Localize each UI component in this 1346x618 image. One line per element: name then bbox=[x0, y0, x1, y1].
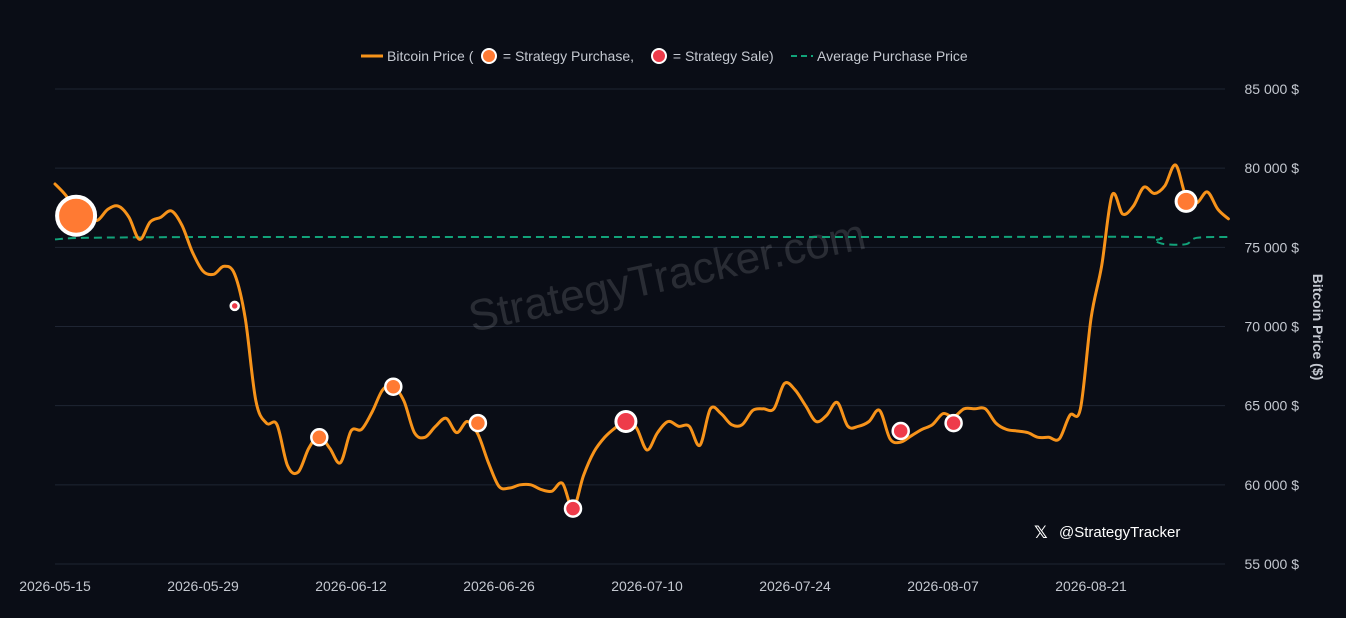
purchase-marker[interactable] bbox=[468, 413, 488, 433]
x-logo-icon: 𝕏 bbox=[1034, 523, 1048, 543]
y-tick-label: 70 000 $ bbox=[1245, 319, 1300, 335]
y-axis-title: Bitcoin Price ($) bbox=[1310, 274, 1326, 381]
sale-marker[interactable] bbox=[229, 300, 240, 312]
purchase-marker[interactable] bbox=[310, 428, 329, 447]
sale-marker[interactable] bbox=[563, 499, 583, 518]
legend-average-label: Average Purchase Price bbox=[817, 48, 968, 64]
sale-marker[interactable] bbox=[944, 413, 963, 433]
twitter-handle[interactable]: @StrategyTracker bbox=[1059, 524, 1180, 541]
sale-marker[interactable] bbox=[891, 421, 910, 441]
x-tick-label: 2026-08-07 bbox=[907, 578, 979, 594]
x-tick-label: 2026-07-10 bbox=[611, 578, 683, 594]
bitcoin-price-line bbox=[53, 163, 1230, 511]
x-tick-label: 2026-07-24 bbox=[759, 578, 831, 594]
x-tick-label: 2026-06-12 bbox=[315, 578, 387, 594]
y-tick-label: 80 000 $ bbox=[1245, 160, 1300, 176]
y-tick-label: 65 000 $ bbox=[1245, 398, 1300, 414]
x-axis-ticks: 2026-05-15 2026-05-29 2026-06-12 2026-06-26… bbox=[19, 578, 1127, 594]
strategy-events bbox=[55, 189, 1198, 518]
legend-sale-label: = Strategy Sale) bbox=[669, 48, 774, 64]
legend-purchase-dot bbox=[481, 48, 497, 64]
purchase-marker[interactable] bbox=[55, 194, 98, 237]
sale-marker[interactable] bbox=[614, 410, 638, 433]
y-tick-label: 60 000 $ bbox=[1245, 477, 1300, 493]
watermark: StrategyTracker.com bbox=[464, 210, 870, 342]
branding[interactable]: 𝕏 @StrategyTracker bbox=[1034, 523, 1180, 543]
y-tick-label: 85 000 $ bbox=[1245, 81, 1300, 97]
x-tick-label: 2026-08-21 bbox=[1055, 578, 1127, 594]
purchase-marker[interactable] bbox=[1174, 189, 1198, 213]
purchase-marker[interactable] bbox=[384, 377, 403, 396]
grid-layer bbox=[55, 88, 1225, 565]
x-tick-label: 2026-05-29 bbox=[167, 578, 239, 594]
legend[interactable]: Bitcoin Price ( = Strategy Purchase, = S… bbox=[361, 48, 968, 64]
legend-price-label: Bitcoin Price ( bbox=[387, 48, 474, 64]
average-purchase-price-line bbox=[54, 235, 1229, 246]
x-tick-label: 2026-05-15 bbox=[19, 578, 91, 594]
legend-purchase-label: = Strategy Purchase, bbox=[499, 48, 638, 64]
y-tick-label: 55 000 $ bbox=[1245, 556, 1300, 572]
legend-sale-dot bbox=[651, 48, 667, 64]
y-axis-ticks: 85 000 $ 80 000 $ 75 000 $ 70 000 $ 65 000 $… bbox=[1245, 81, 1300, 572]
y-tick-label: 75 000 $ bbox=[1245, 239, 1300, 255]
x-tick-label: 2026-06-26 bbox=[463, 578, 535, 594]
